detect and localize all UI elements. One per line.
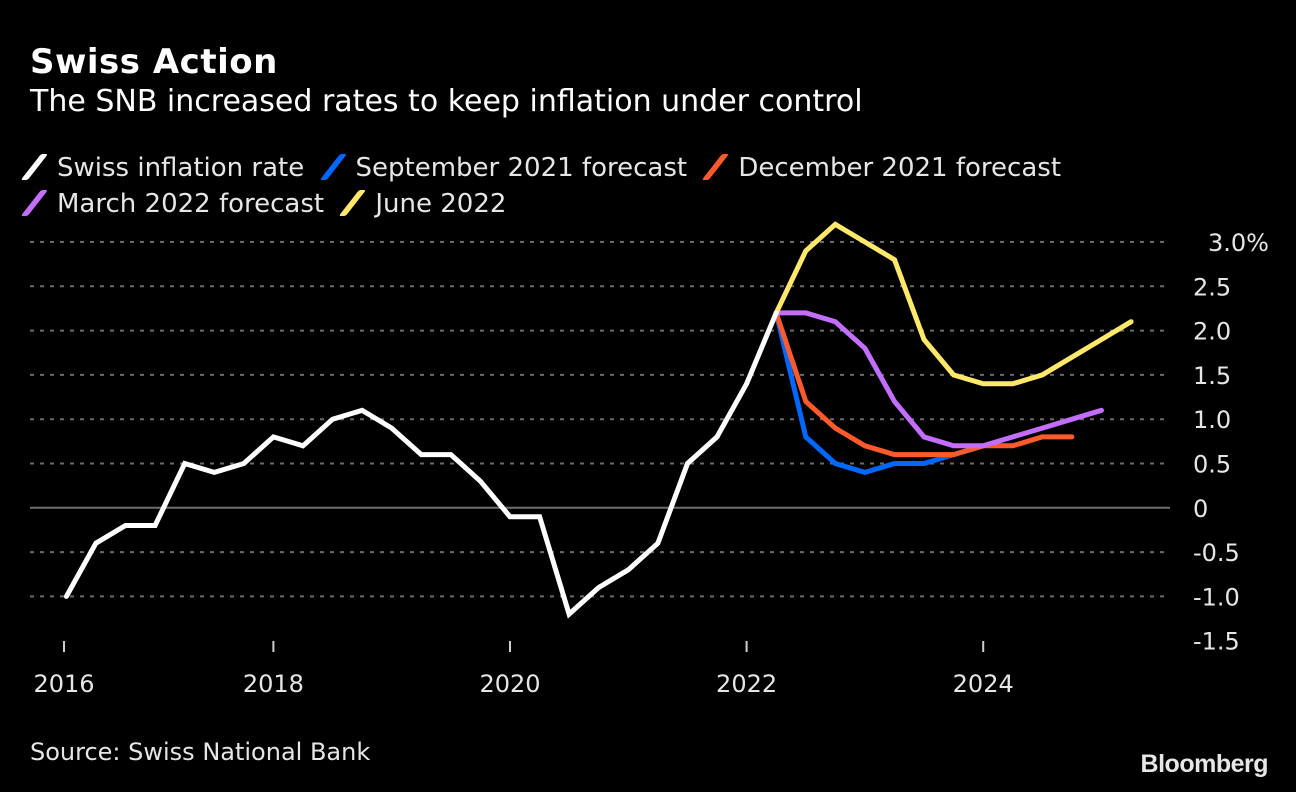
source-note: Source: Swiss National Bank [30, 738, 371, 766]
legend-item-dec-2021: December 2021 forecast [702, 150, 1062, 186]
x-tick-label: 2024 [953, 670, 1014, 698]
series-line-swiss-inflation-rate [63, 310, 779, 619]
series-line-march-2022-forecast [773, 310, 1104, 449]
series-lines [63, 221, 1134, 619]
x-tick-label: 2022 [716, 670, 777, 698]
y-tick-label: 1.0 [1193, 406, 1231, 434]
chart-subtitle: The SNB increased rates to keep inflatio… [30, 84, 863, 119]
x-tick-label: 2020 [479, 670, 540, 698]
legend-label: September 2021 forecast [355, 153, 688, 183]
y-tick-label: 0 [1193, 495, 1208, 523]
legend-item-mar-2022: March 2022 forecast [20, 186, 325, 222]
y-tick-label: -1.0 [1193, 583, 1240, 611]
legend-label: Swiss inflation rate [57, 153, 305, 183]
legend-label: December 2021 forecast [738, 153, 1062, 183]
legend-item-jun-2022: June 2022 [339, 186, 507, 222]
y-tick-label: 3.0% [1208, 229, 1269, 257]
legend-item-swiss-inflation: Swiss inflation rate [20, 150, 305, 186]
legend-label: March 2022 forecast [57, 189, 325, 219]
y-tick-label: 0.5 [1193, 451, 1231, 479]
y-tick-label: 1.5 [1193, 362, 1231, 390]
y-tick-label: 2.0 [1193, 318, 1231, 346]
legend: Swiss inflation rate September 2021 fore… [20, 150, 1180, 222]
chart-title: Swiss Action [30, 42, 278, 82]
y-tick-label: -1.5 [1193, 628, 1240, 656]
x-axis: 2016 2018 2020 2022 2024 [33, 641, 1014, 698]
bloomberg-logo: Bloomberg [1140, 750, 1269, 778]
legend-label: June 2022 [375, 189, 507, 219]
series-line-june-2022 [773, 221, 1134, 387]
x-tick-label: 2016 [33, 670, 94, 698]
legend-item-sep-2021: September 2021 forecast [319, 150, 688, 186]
x-tick-label: 2018 [243, 670, 304, 698]
y-axis: 3.0% 2.5 2.0 1.5 1.0 0.5 0 -0.5 -1.0 -1.5 [1193, 229, 1269, 656]
y-tick-label: 2.5 [1193, 273, 1231, 301]
series-line-december-2021-forecast [773, 310, 1075, 458]
gridlines [30, 241, 1170, 598]
y-tick-label: -0.5 [1193, 539, 1240, 567]
